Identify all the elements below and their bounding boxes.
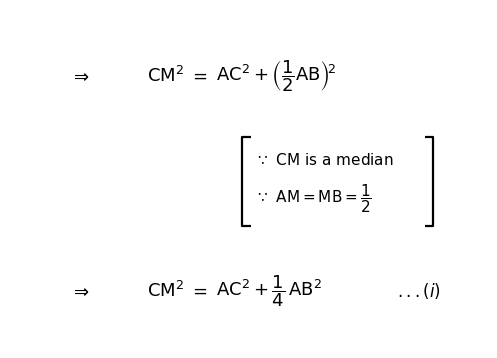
Text: $=$: $=$ xyxy=(189,282,208,300)
Text: $\Rightarrow$: $\Rightarrow$ xyxy=(70,282,89,300)
Text: $\mathrm{CM}^2$: $\mathrm{CM}^2$ xyxy=(147,281,184,301)
Text: $\mathrm{CM}^2$: $\mathrm{CM}^2$ xyxy=(147,66,184,86)
Text: $\mathrm{AC}^2+\left(\dfrac{1}{2}\mathrm{AB}\right)^{\!2}$: $\mathrm{AC}^2+\left(\dfrac{1}{2}\mathrm… xyxy=(216,58,336,94)
Text: $\because\ \mathrm{AM=MB}=\dfrac{1}{2}$: $\because\ \mathrm{AM=MB}=\dfrac{1}{2}$ xyxy=(255,182,372,215)
Text: $\because\ \mathrm{CM\ is\ a\ median}$: $\because\ \mathrm{CM\ is\ a\ median}$ xyxy=(255,152,393,168)
Text: $\Rightarrow$: $\Rightarrow$ xyxy=(70,67,89,85)
Text: $=$: $=$ xyxy=(189,67,208,85)
Text: $\mathrm{...}(i)$: $\mathrm{...}(i)$ xyxy=(397,281,441,301)
Text: $\mathrm{AC}^2+\dfrac{1}{4}\,\mathrm{AB}^2$: $\mathrm{AC}^2+\dfrac{1}{4}\,\mathrm{AB}… xyxy=(216,273,322,309)
